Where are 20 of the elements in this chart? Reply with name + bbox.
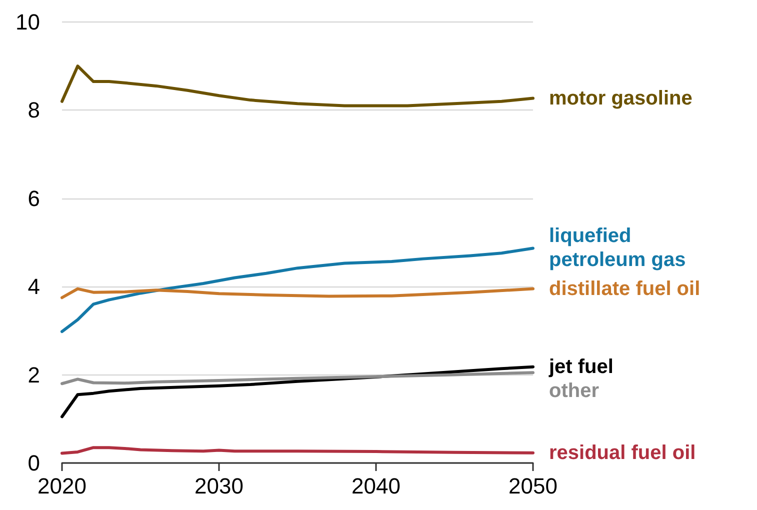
y-tick-label: 6 (28, 186, 40, 211)
x-tick-label: 2030 (194, 474, 244, 498)
y-tick-label: 4 (28, 274, 40, 300)
line-series (60, 371, 534, 386)
x-tick-label: 2050 (508, 474, 558, 498)
line-series (60, 287, 534, 300)
y-tick-label: 8 (28, 98, 40, 123)
series-label: jet fuel (548, 356, 614, 378)
y-tick-label: 10 (16, 10, 40, 34)
series-label: distillate fuel oil (549, 278, 700, 300)
series-label: other (549, 380, 600, 402)
line-series (60, 246, 534, 334)
y-tick-label: 2 (28, 362, 40, 388)
series-label: residual fuel oil (549, 442, 696, 464)
y-tick-label: 0 (28, 450, 40, 476)
series-label: motor gasoline (549, 87, 692, 110)
series-label: liquefied petroleum gas (549, 225, 686, 272)
x-tick-label: 2040 (352, 474, 400, 498)
line-series (60, 64, 534, 108)
x-tick-label: 2020 (38, 474, 86, 498)
